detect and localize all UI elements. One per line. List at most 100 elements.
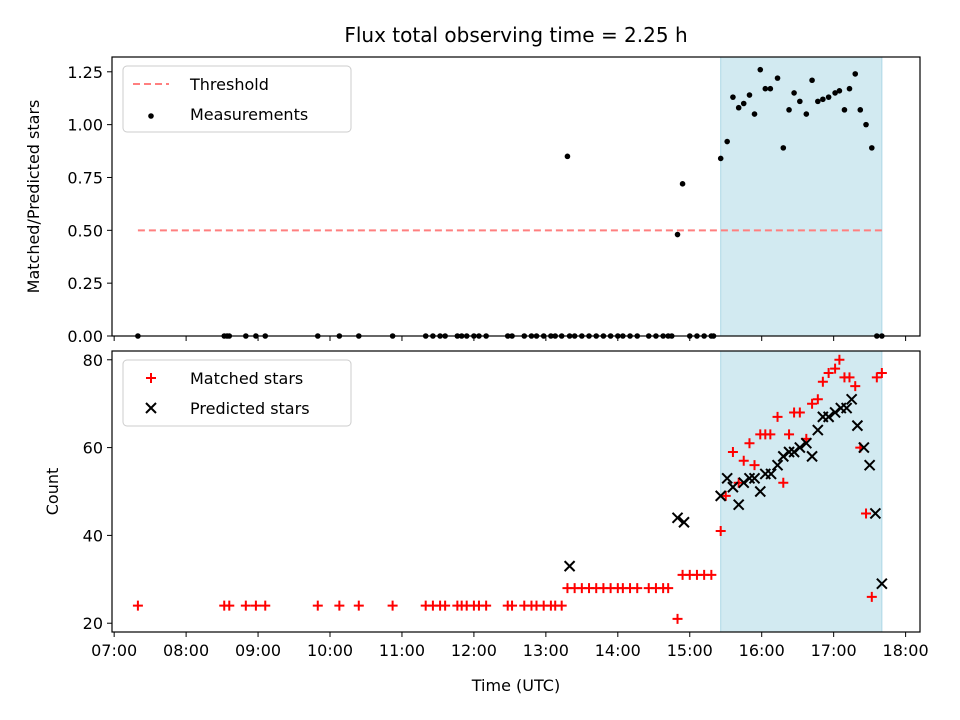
y-tick-label: 20: [83, 614, 103, 633]
matched-star-point: [312, 600, 323, 611]
predicted-star-point: [754, 485, 766, 498]
measurement-point: [841, 107, 848, 113]
x-tick-label: 10:00: [307, 641, 353, 660]
predicted-star-point: [794, 441, 806, 454]
predicted-star-point: [858, 441, 870, 454]
matched-star-point: [250, 600, 261, 611]
matched-star-point: [823, 367, 834, 378]
observing-window-shade: [720, 350, 883, 633]
predicted-star-point: [800, 437, 813, 449]
top-panel: 0.00 0.25 0.50 0.75 1.00 1.25 Matched/Predicte…: [24, 56, 921, 346]
measurement-point: [679, 181, 686, 187]
measurement-point: [786, 107, 792, 113]
measurement-point: [857, 107, 864, 113]
matched-star-point: [738, 455, 749, 466]
matched-star-point: [834, 354, 845, 365]
measurement-point: [740, 100, 747, 107]
matched-star-point: [706, 569, 717, 580]
predicted-star-point: [812, 424, 824, 436]
x-tick-label: 09:00: [235, 641, 281, 660]
predicted-star-point: [721, 472, 733, 485]
measurement-point: [717, 155, 724, 162]
chart-title: Flux total observing time = 2.25 h: [344, 23, 687, 47]
matched-star-point: [224, 600, 235, 611]
x-tick-label: 07:00: [91, 641, 137, 660]
legend-swatch-measurements: [148, 113, 154, 119]
y-tick-label: 60: [83, 439, 103, 458]
matched-star-point: [387, 600, 398, 611]
measurement-point: [767, 85, 774, 92]
measurement-point: [803, 111, 810, 117]
legend-box: [122, 359, 352, 427]
measurement-point: [863, 121, 869, 128]
matched-star-point: [663, 583, 674, 594]
matched-star-point: [866, 591, 877, 602]
y-axis-label: Matched/Predicted stars: [24, 100, 43, 294]
measurement-point: [780, 145, 787, 151]
matched-star-point: [749, 460, 760, 471]
matched-star-point: [850, 381, 861, 392]
predicted-star-point: [748, 472, 761, 485]
legend-box: [122, 65, 352, 133]
measurement-point: [846, 85, 853, 92]
predicted-star-point: [783, 446, 795, 458]
matched-star-point: [876, 367, 887, 378]
measurement-point: [751, 111, 758, 117]
matched-star-point: [830, 363, 841, 374]
legend-swatch-predicted: [145, 402, 157, 414]
measurement-point: [757, 66, 764, 73]
matched-star-point: [672, 613, 683, 624]
y-tick-label: 0.75: [67, 168, 103, 187]
matched-star-point: [733, 477, 744, 488]
legend-label: Threshold: [189, 75, 269, 94]
matched-star-point: [507, 600, 518, 611]
measurement-point: [809, 77, 815, 84]
matched-star-point: [632, 583, 643, 594]
x-axis-label: Time (UTC): [471, 676, 560, 695]
legend-label: Predicted stars: [190, 399, 310, 418]
predicted-star-point: [869, 507, 882, 520]
predicted-star-point: [563, 560, 576, 572]
predicted-star-point: [771, 459, 784, 471]
matched-star-point: [871, 372, 882, 383]
measurement-point: [762, 85, 769, 92]
measurement-point: [774, 75, 781, 81]
predicted-star-point: [743, 472, 756, 485]
x-tick-label: 14:00: [595, 641, 641, 660]
legend-label: Measurements: [190, 105, 308, 124]
measurement-point: [735, 104, 742, 111]
y-tick-label: 0.25: [67, 274, 103, 293]
legend-swatch-matched: [146, 373, 156, 383]
measurement-point: [815, 98, 821, 105]
matched-star-point: [481, 600, 492, 611]
measurement-point: [746, 92, 753, 98]
matched-star-point: [744, 438, 755, 449]
predicted-star-point: [727, 481, 739, 493]
plot-frame: [111, 56, 921, 337]
y-tick-label: 0.00: [67, 327, 103, 346]
predicted-star-point: [822, 411, 835, 423]
matched-star-point: [556, 600, 567, 611]
measurement-point: [674, 231, 681, 238]
predicted-star-point: [732, 498, 745, 511]
measurement-point: [832, 90, 838, 96]
matched-star-point: [132, 600, 143, 611]
predicted-star-point: [863, 459, 876, 471]
measurement-point: [791, 90, 797, 96]
measurement-point: [564, 153, 571, 160]
measurement-point: [836, 88, 843, 94]
predicted-star-point: [714, 490, 727, 502]
y-axis-label: Count: [43, 468, 62, 516]
matched-star-point: [861, 508, 872, 519]
measurement-point: [825, 94, 832, 100]
bottom-panel: 20 40 60 80 07:00 08:00 09:00 10:00 11:00 12:00 13…: [43, 350, 929, 695]
x-tick-label: 11:00: [379, 641, 425, 660]
y-tick-label: 40: [83, 526, 103, 545]
x-tick-label: 17:00: [811, 641, 857, 660]
measurement-point: [852, 71, 859, 77]
x-tick-label: 08:00: [163, 641, 209, 660]
matched-star-point: [765, 429, 776, 440]
matched-star-point: [812, 394, 823, 405]
matched-star-point: [778, 477, 789, 488]
